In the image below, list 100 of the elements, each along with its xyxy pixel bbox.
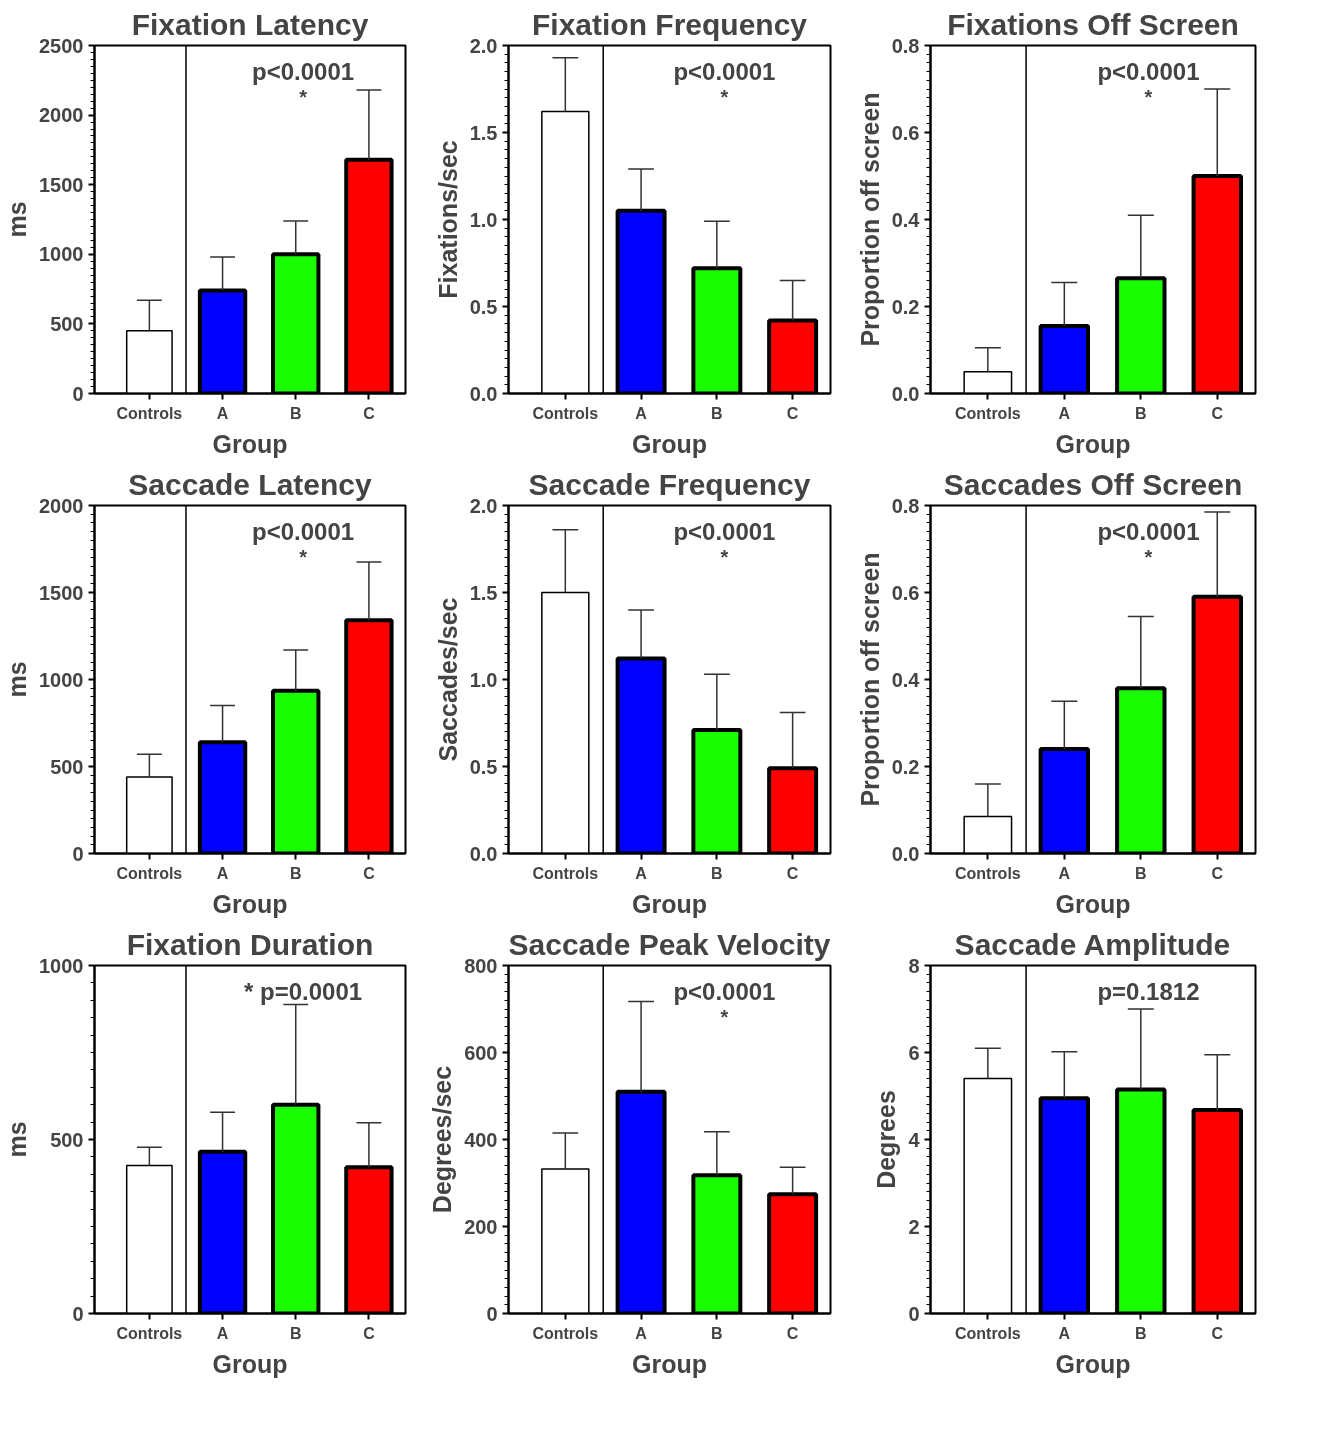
y-tick-label: 0 — [908, 1302, 920, 1325]
x-tick-label: A — [635, 864, 648, 882]
chart-title: Fixation Duration — [126, 927, 374, 961]
y-tick-label: 1000 — [39, 243, 84, 266]
annotation: * p=0.0001 — [244, 977, 363, 1005]
annotation: p<0.0001 — [252, 517, 355, 545]
y-tick-label: 0.4 — [891, 668, 921, 691]
y-tick-label: 1500 — [39, 581, 84, 604]
x-tick-label: B — [1135, 864, 1147, 882]
annotation: p=0.1812 — [1097, 977, 1200, 1005]
y-tick-label: 600 — [464, 1041, 498, 1064]
x-tick-label: Controls — [116, 864, 183, 882]
y-tick-label: 6 — [908, 1041, 920, 1064]
x-tick-label: B — [289, 404, 302, 422]
y-axis-title: ms — [3, 1121, 32, 1158]
x-tick-label: A — [1058, 404, 1071, 422]
y-tick-label: 500 — [50, 755, 84, 778]
y-tick-label: 200 — [464, 1215, 498, 1238]
y-tick-label: 4 — [908, 1128, 921, 1151]
chart-title: Saccades Off Screen — [943, 467, 1243, 501]
y-tick-label: 800 — [464, 954, 498, 977]
y-tick-label: 2 — [908, 1215, 920, 1238]
chart-title: Fixation Latency — [131, 7, 369, 41]
y-tick-label: 0 — [72, 842, 84, 865]
x-axis-title: Group — [212, 889, 288, 918]
y-tick-label: 1.5 — [469, 121, 498, 144]
y-tick-label: 500 — [50, 1128, 84, 1151]
y-tick-label: 0.8 — [891, 34, 920, 57]
x-tick-label: C — [786, 404, 799, 422]
y-tick-label: 0.5 — [469, 755, 498, 778]
x-tick-label: A — [216, 1324, 229, 1342]
x-axis-title: Group — [632, 429, 708, 458]
y-tick-label: 0.2 — [891, 755, 920, 778]
y-tick-label: 2.0 — [469, 34, 498, 57]
x-tick-label: A — [216, 864, 229, 882]
annotation: p<0.0001 — [673, 517, 776, 545]
y-tick-label: 1000 — [39, 668, 84, 691]
x-tick-label: Controls — [532, 404, 599, 422]
x-tick-label: C — [363, 1324, 376, 1342]
x-tick-label: B — [1135, 404, 1147, 422]
x-tick-label: Controls — [954, 404, 1021, 422]
chart-title: Saccade Peak Velocity — [508, 927, 831, 961]
x-tick-label: C — [363, 404, 376, 422]
y-tick-label: 0.2 — [891, 295, 920, 318]
y-tick-label: 1500 — [39, 173, 84, 196]
x-axis-title: Group — [632, 889, 708, 918]
annotation: * — [1144, 545, 1153, 568]
x-tick-label: Controls — [954, 864, 1021, 882]
y-tick-label: 0 — [486, 1302, 498, 1325]
y-tick-label: 0 — [72, 1302, 84, 1325]
annotation: * — [720, 85, 729, 108]
x-axis-title: Group — [1055, 889, 1131, 918]
x-tick-label: A — [216, 404, 229, 422]
annotation: p<0.0001 — [673, 977, 776, 1005]
y-tick-label: 0.6 — [891, 581, 920, 604]
annotation: * — [720, 545, 729, 568]
y-tick-label: 2.0 — [469, 494, 498, 517]
x-tick-label: Controls — [532, 1324, 599, 1342]
x-tick-label: Controls — [116, 1324, 183, 1342]
y-tick-label: 1.5 — [469, 581, 498, 604]
x-tick-label: B — [711, 404, 723, 422]
x-tick-label: C — [786, 1324, 799, 1342]
x-axis-title: Group — [212, 1349, 288, 1378]
y-tick-label: 2000 — [39, 494, 84, 517]
y-tick-label: 2000 — [39, 104, 84, 127]
x-tick-label: A — [635, 1324, 648, 1342]
y-axis-title: Degrees/sec — [428, 1065, 457, 1214]
y-axis-title: Fixations/sec — [433, 140, 462, 299]
annotation: p<0.0001 — [252, 57, 355, 85]
chart-title: Saccade Amplitude — [954, 927, 1231, 961]
y-tick-label: 0.0 — [891, 842, 920, 865]
y-axis-title: Saccades/sec — [433, 597, 462, 762]
x-axis-title: Group — [1055, 1349, 1131, 1378]
y-tick-label: 400 — [464, 1128, 498, 1151]
y-tick-label: 0.0 — [891, 382, 920, 405]
x-tick-label: C — [1211, 404, 1224, 422]
y-axis-title: Proportion off screen — [855, 92, 884, 347]
x-tick-label: C — [1211, 1324, 1224, 1342]
y-tick-label: 500 — [50, 312, 84, 335]
x-axis-title: Group — [212, 429, 288, 458]
x-tick-label: Controls — [116, 404, 183, 422]
x-axis-title: Group — [1055, 429, 1131, 458]
annotation: * — [299, 85, 308, 108]
y-tick-label: 8 — [908, 954, 920, 977]
annotation: p<0.0001 — [1097, 57, 1200, 85]
annotation: * — [299, 545, 308, 568]
x-tick-label: Controls — [954, 1324, 1021, 1342]
y-tick-label: 0.4 — [891, 208, 921, 231]
x-axis-title: Group — [632, 1349, 708, 1378]
annotation: * — [720, 1005, 729, 1028]
x-tick-label: A — [635, 404, 648, 422]
y-tick-label: 1.0 — [469, 668, 498, 691]
x-tick-label: B — [289, 864, 302, 882]
x-tick-label: Controls — [532, 864, 599, 882]
x-tick-label: C — [1211, 864, 1224, 882]
y-axis-title: Proportion off screen — [855, 552, 884, 807]
annotation: p<0.0001 — [1097, 517, 1200, 545]
y-axis-title: Degrees — [872, 1090, 901, 1189]
chart-title: Fixations Off Screen — [947, 7, 1239, 41]
chart-title: Saccade Frequency — [528, 467, 811, 501]
